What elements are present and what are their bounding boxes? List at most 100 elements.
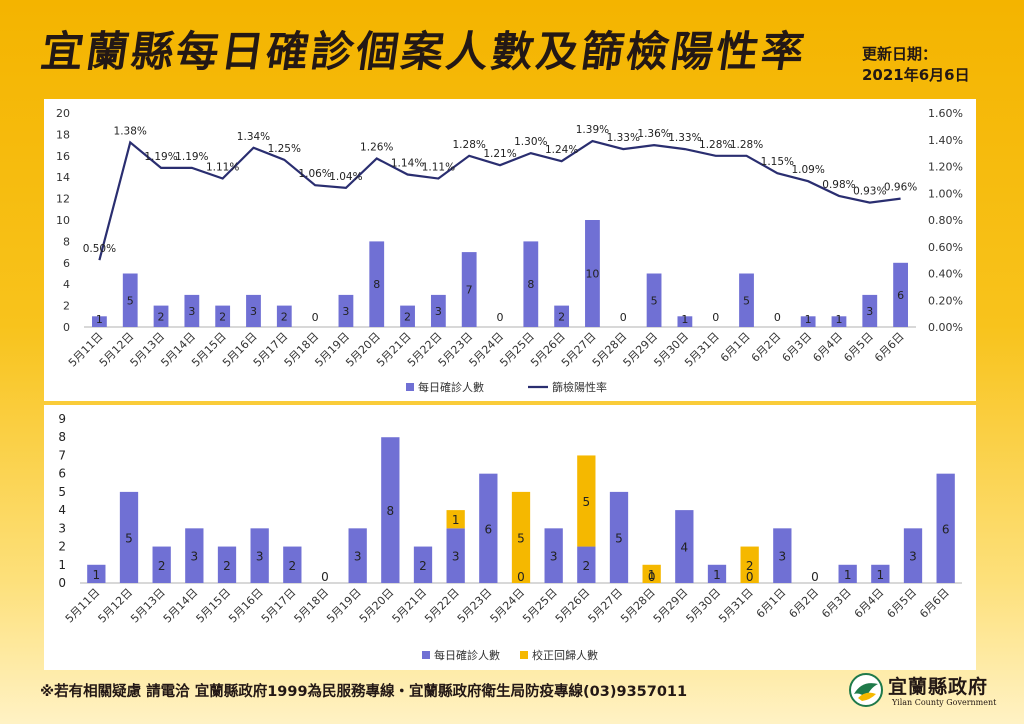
bar-value-label: 3 [188, 305, 195, 318]
logo-english-name: Yilan County Government [892, 698, 997, 707]
bar-daily-cases [675, 510, 694, 583]
bar [369, 241, 385, 327]
bar-daily-cases [609, 491, 629, 583]
y-tick-label: 1 [58, 558, 66, 572]
y-tick-label: 9 [58, 412, 66, 426]
y-tick-label: 20 [56, 107, 70, 120]
line-value-label: 1.28% [453, 139, 486, 151]
line-value-label: 1.09% [791, 164, 824, 176]
bar-value-label: 2 [158, 559, 166, 573]
bar-daily-cases [381, 437, 400, 583]
bar-value-label: 8 [527, 278, 534, 291]
line-value-label: 1.25% [268, 143, 301, 155]
legend-label-corrected: 校正回歸人數 [532, 648, 598, 662]
bar-daily-cases [185, 528, 204, 583]
bar-value-label: 1 [96, 313, 103, 326]
line-value-label: 0.98% [822, 179, 855, 191]
bar-value-label: 0 [620, 311, 627, 324]
update-info: 更新日期： 2021年6月6日 [862, 44, 982, 86]
y2-tick-label: 0.80% [928, 214, 963, 227]
bar [800, 316, 816, 327]
bar [554, 305, 570, 327]
y2-tick-label: 1.20% [928, 161, 963, 174]
bar-daily-cases [707, 564, 727, 583]
bar-value-label: 3 [191, 550, 199, 564]
bar-value-label: 0 [517, 570, 525, 584]
bar-value-label: 6 [942, 522, 950, 536]
bar-daily-cases [544, 528, 563, 583]
bar-daily-cases [119, 491, 139, 583]
bar [430, 294, 446, 327]
x-tick-label: 6月1日 [754, 586, 789, 621]
y-tick-label: 14 [56, 171, 70, 184]
y2-tick-label: 1.40% [928, 134, 963, 147]
chart-panel-daily-positivity: 0 2 4 6 8 10 12 14 16 18 20 0.00% 0.20% 0.40% 0.60% 0.8… [44, 99, 976, 401]
y2-tick-label: 1.60% [928, 107, 963, 120]
y-tick-label: 12 [56, 193, 70, 206]
bar-value-label: 4 [681, 541, 689, 555]
line-value-label: 1.28% [699, 139, 732, 151]
x-tick-label: 5月13日 [128, 586, 168, 626]
bar-value-label: 3 [866, 305, 873, 318]
legend-swatch-corrected [520, 651, 528, 659]
x-tick-label: 6月5日 [841, 330, 876, 365]
bar-daily-cases [903, 528, 923, 583]
legend-swatch-daily [422, 651, 430, 659]
page-title: 宜蘭縣每日確診個案人數及篩檢陽性率 [38, 27, 811, 76]
bar-value-label: 3 [250, 305, 257, 318]
y2-tick-label: 0.20% [928, 294, 963, 307]
bar-daily-cases [348, 528, 367, 583]
line-value-label: 0.50% [83, 243, 116, 255]
x-tick-label: 6月2日 [786, 586, 821, 621]
legend-label-bars: 每日確診人數 [418, 380, 484, 394]
bar [246, 294, 261, 327]
bar-value-label: 1 [648, 568, 656, 582]
y2-tick-label: 1.00% [928, 187, 963, 200]
legend-swatch-bars [406, 383, 414, 391]
bar-value-label: 0 [321, 570, 329, 584]
line-value-label: 1.33% [607, 132, 640, 144]
bar-value-label: 3 [256, 550, 264, 564]
bar-daily-cases [87, 564, 106, 583]
line-value-label: 1.11% [422, 162, 455, 174]
bar-value-label: 1 [713, 568, 721, 582]
bar-daily-cases [479, 473, 498, 583]
y2-tick-label: 0.60% [928, 241, 963, 254]
x-tick-label: 5月24日 [488, 586, 528, 626]
y-tick-label: 0 [63, 321, 70, 334]
y-tick-label: 8 [58, 430, 66, 444]
bar-daily-cases [936, 473, 955, 583]
line-value-label: 1.06% [298, 168, 331, 180]
line-value-label: 1.34% [237, 131, 270, 143]
y-tick-label: 6 [63, 257, 70, 270]
bar-value-label: 3 [354, 550, 362, 564]
bar-value-label: 5 [651, 294, 658, 307]
bar-corrected-cases [446, 510, 465, 529]
bar-value-label: 6 [897, 289, 904, 302]
update-label: 更新日期： [862, 45, 938, 63]
bar-daily-cases [152, 546, 171, 583]
bar-value-label: 3 [435, 305, 442, 318]
bar-value-label: 1 [93, 568, 101, 582]
x-tick-label: 5月31日 [682, 330, 722, 370]
y-tick-label: 8 [63, 235, 70, 248]
update-date: 2021年6月6日 [862, 66, 970, 84]
bar [122, 273, 138, 327]
bar-value-label: 8 [373, 278, 380, 291]
line-value-label: 1.04% [329, 171, 362, 183]
x-tick-label: 6月6日 [872, 330, 907, 365]
line-value-label: 1.14% [391, 158, 424, 170]
bar [276, 305, 292, 327]
line-value-label: 1.19% [144, 151, 177, 163]
x-tick-label: 5月23日 [455, 586, 495, 626]
bar-value-label: 0 [312, 311, 319, 324]
line-value-label: 1.21% [483, 148, 516, 160]
x-tick-label: 5月22日 [422, 586, 462, 626]
bar-value-label: 0 [746, 570, 754, 584]
bar [646, 273, 662, 327]
line-value-label: 1.11% [206, 162, 239, 174]
bar-value-label: 1 [452, 513, 460, 527]
bar [831, 316, 847, 327]
y-tick-label: 2 [58, 540, 66, 554]
y2-tick-label: 0.00% [928, 321, 963, 334]
